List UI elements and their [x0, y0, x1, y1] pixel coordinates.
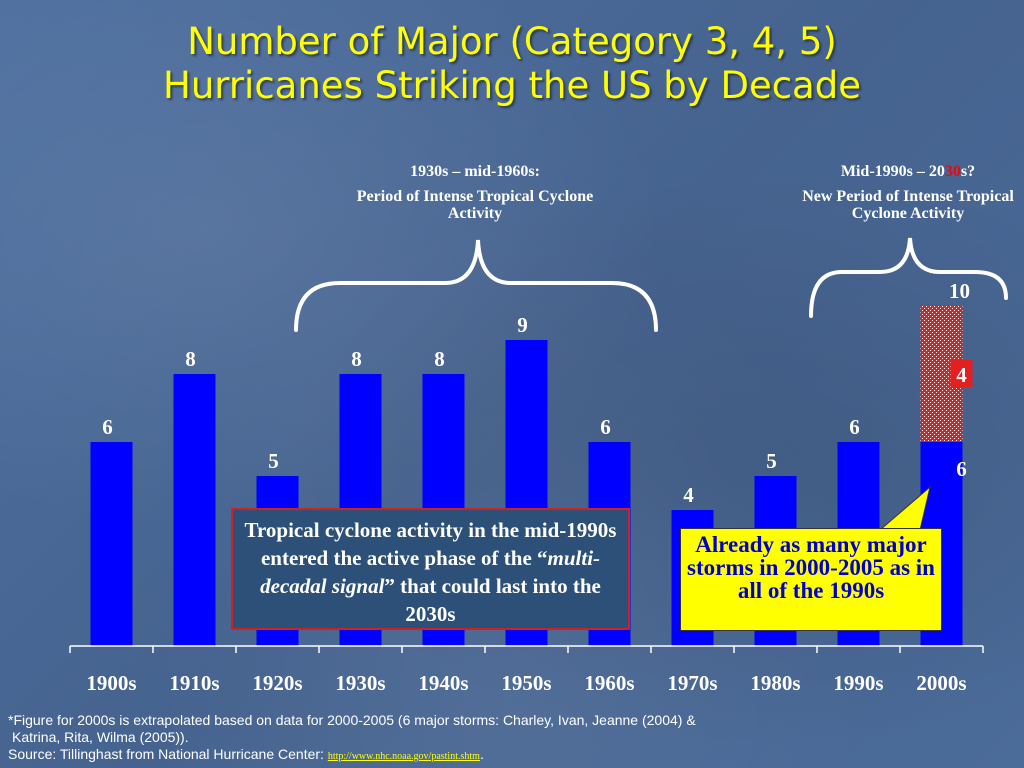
period1-brace [294, 239, 658, 332]
source-line: Source: Tillinghast from National Hurric… [8, 746, 1018, 765]
period2-brace [809, 237, 1008, 318]
value-label-1900s: 6 [102, 415, 113, 439]
total-label: 10 [949, 279, 970, 303]
tick-2000s: 2000s [916, 671, 966, 695]
period2-annotation: Mid-1990s – 2030s? New Period of Intense… [796, 163, 1020, 222]
period2-head: Mid-1990s – 2030s? [796, 163, 1020, 180]
source-period: . [479, 746, 484, 762]
period2-head-pre: Mid-1990s – 20 [840, 163, 945, 180]
period2-head-post: s? [960, 163, 976, 180]
tick-1910s: 1910s [169, 671, 219, 695]
value-label-1990s: 6 [849, 415, 860, 439]
title-line-2: Hurricanes Striking the US by Decade [163, 64, 861, 107]
tick-1980s: 1980s [750, 671, 800, 695]
tick-1920s: 1920s [252, 671, 302, 695]
value-label-1970s: 4 [683, 483, 694, 507]
tick-1950s: 1950s [501, 671, 551, 695]
slide-title: Number of Major (Category 3, 4, 5) Hurri… [0, 20, 1024, 108]
period1-annotation: 1930s – mid-1960s: Period of Intense Tro… [345, 163, 605, 222]
value-label-1960s: 6 [600, 415, 611, 439]
tick-1900s: 1900s [86, 671, 136, 695]
callout1-pre: Tropical cyclone activity in the mid-199… [244, 518, 617, 570]
multidecadal-callout: Tropical cyclone activity in the mid-199… [231, 508, 630, 630]
source-link[interactable]: http://www.nhc.noaa.gov/pastint.shtm [327, 751, 480, 762]
already-callout: Already as many major storms in 2000-200… [680, 528, 942, 631]
value-label-1930s: 8 [351, 347, 362, 371]
callout1-italic: multi-decadal signal [260, 546, 601, 598]
period2-body: New Period of Intense Tropical Cyclone A… [802, 188, 1014, 222]
tick-1970s: 1970s [667, 671, 717, 695]
value-label-1910s: 8 [185, 347, 196, 371]
period2-head-red: 30 [944, 163, 961, 180]
value-label-1940s: 8 [434, 347, 445, 371]
period1-body: Period of Intense Tropical Cyclone Activ… [356, 188, 594, 222]
tick-1940s: 1940s [418, 671, 468, 695]
bar-1910s [173, 374, 216, 646]
tick-1990s: 1990s [833, 671, 883, 695]
extrapolated-label: 4 [956, 363, 967, 387]
period1-head: 1930s – mid-1960s: [410, 163, 540, 180]
value-label-1920s: 5 [268, 449, 279, 473]
source-text: Source: Tillinghast from National Hurric… [8, 746, 328, 762]
tick-1960s: 1960s [584, 671, 634, 695]
value-label-1980s: 5 [766, 449, 777, 473]
footnote-line-2: Katrina, Rita, Wilma (2005)). [12, 729, 189, 745]
extrapolated-label-bg [950, 360, 973, 387]
bar-1900s [90, 442, 133, 646]
value-label-1950s: 9 [517, 313, 528, 337]
tick-1930s: 1930s [335, 671, 385, 695]
footnote: *Figure for 2000s is extrapolated based … [8, 712, 1018, 765]
title-line-1: Number of Major (Category 3, 4, 5) [187, 20, 837, 63]
value-label-2000s: 6 [956, 457, 967, 481]
footnote-line-1: *Figure for 2000s is extrapolated based … [8, 712, 696, 728]
callout1-post: ” that could last into the 2030s [384, 574, 601, 626]
